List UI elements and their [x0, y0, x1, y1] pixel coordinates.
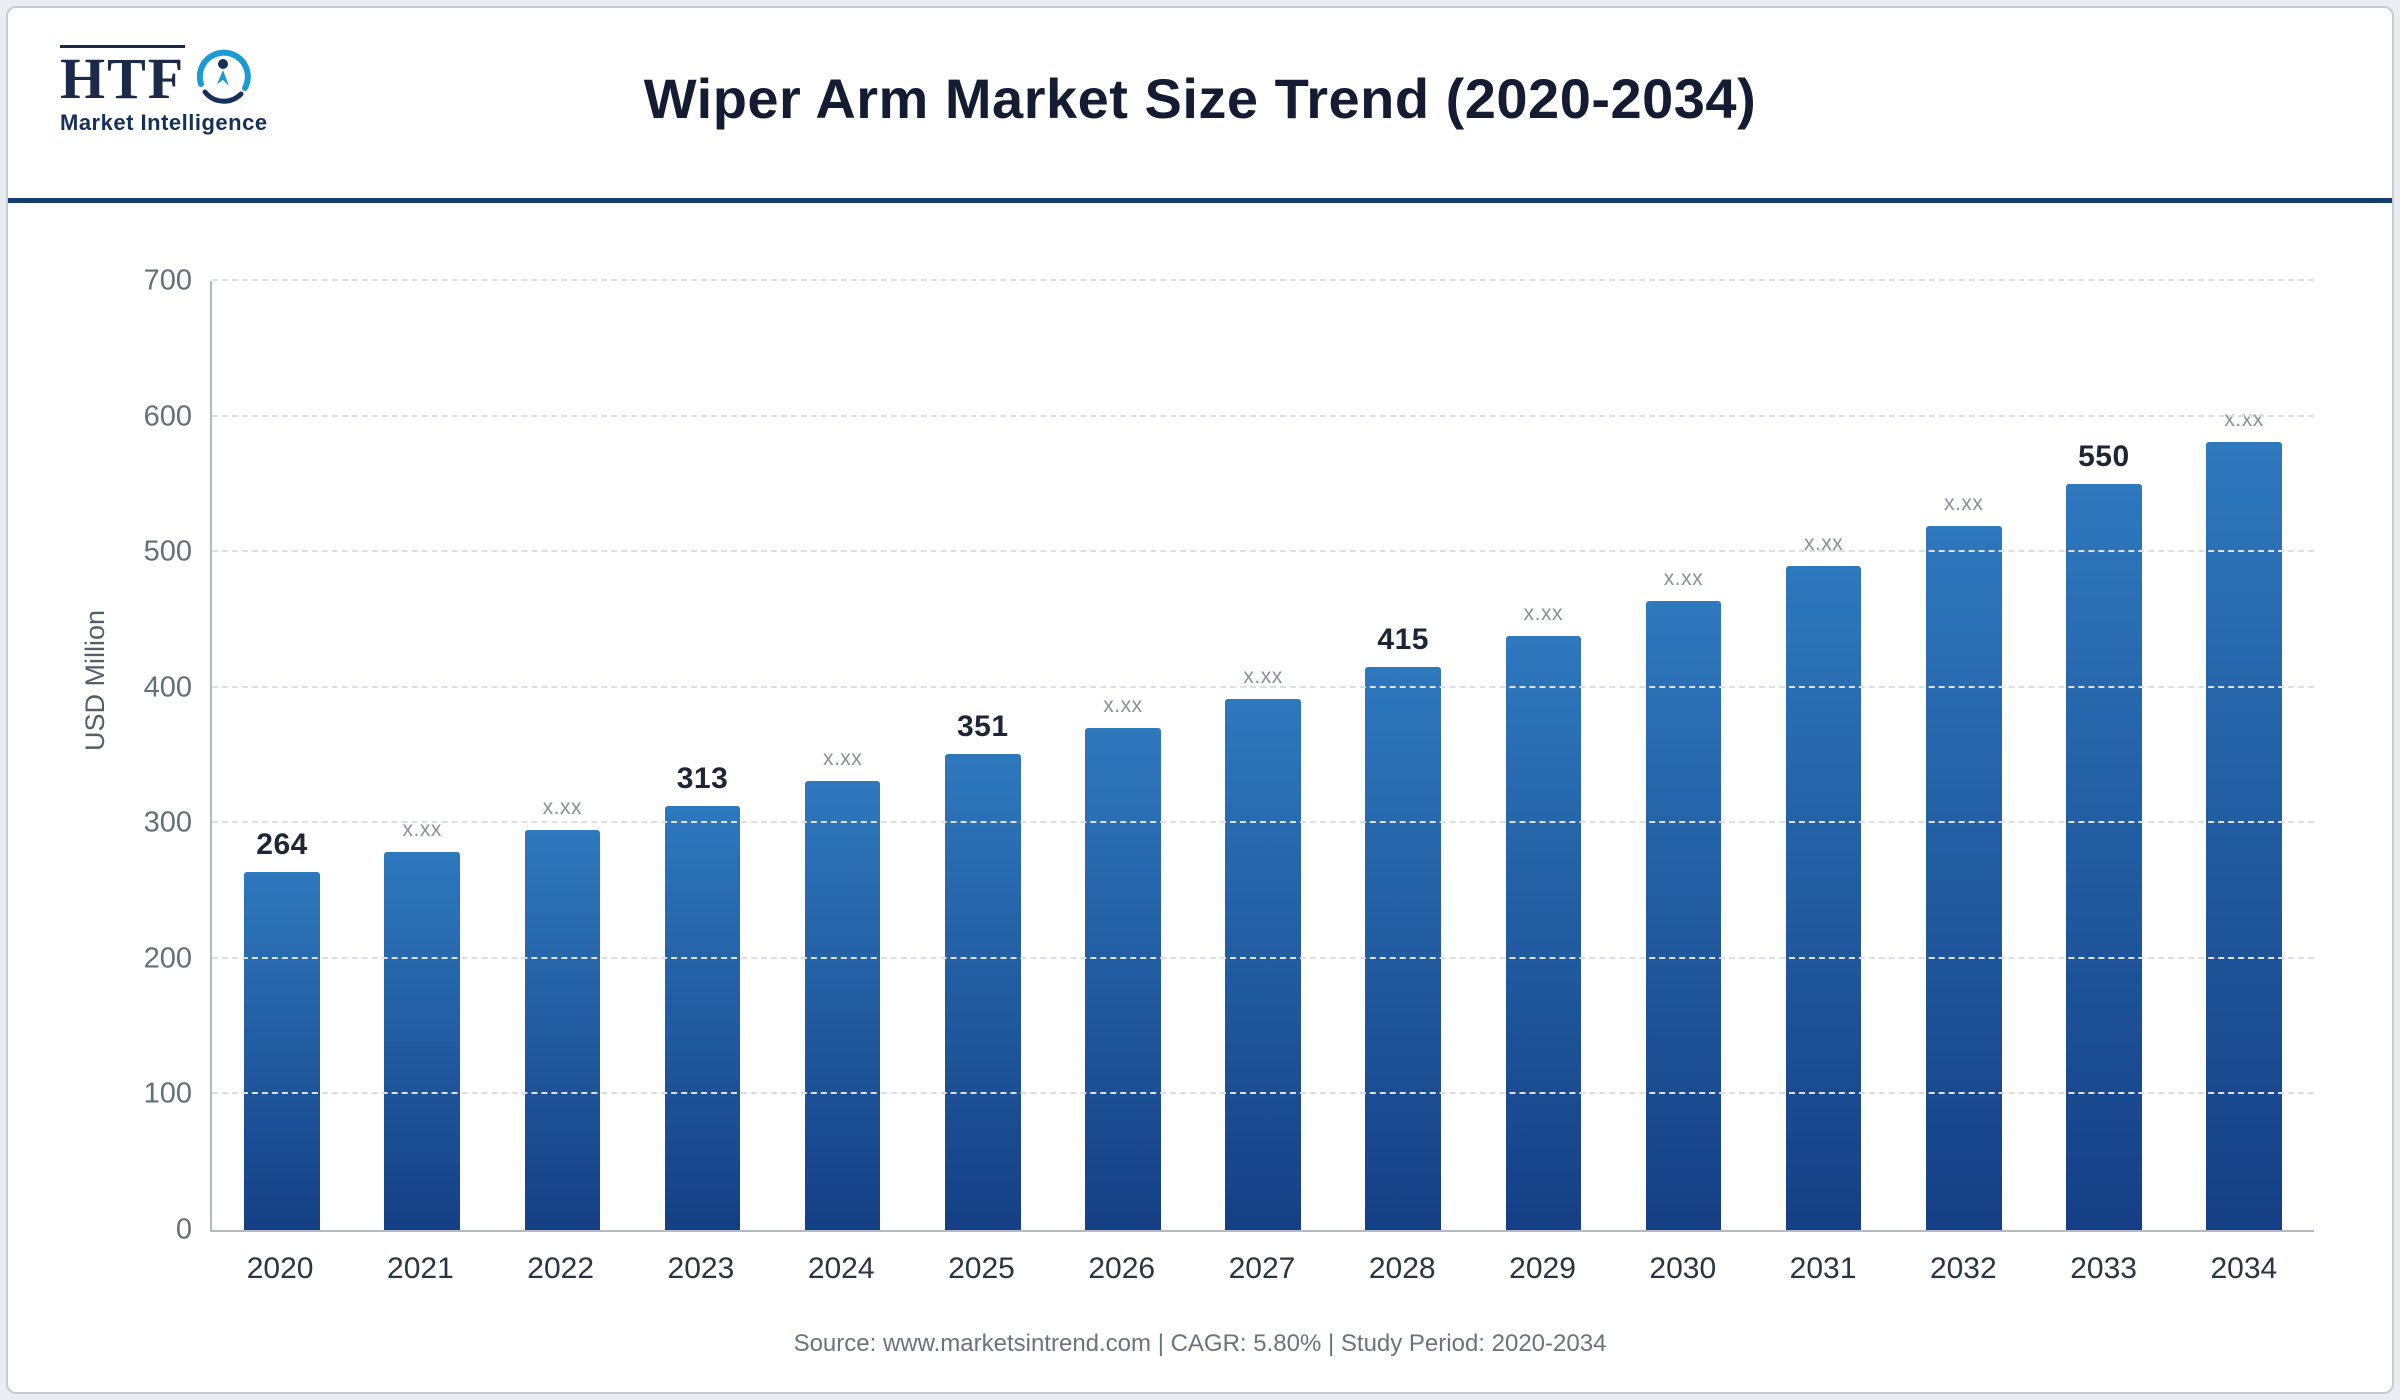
y-tick-500: 500 — [143, 535, 192, 568]
x-tick-2024: 2024 — [807, 1252, 875, 1285]
x-tick-2028: 2028 — [1368, 1252, 1436, 1285]
bar-slot-2023: 313 — [632, 281, 772, 1230]
bar-slot-2021: x.xx — [352, 281, 492, 1230]
report-card: HTF Market Intelligence Wiper Arm Market… — [6, 6, 2394, 1394]
bar-value-label-2021: x.xx — [402, 817, 442, 841]
bar-slot-2025: 351 — [913, 281, 1053, 1230]
logo-swoosh-icon — [197, 49, 252, 104]
bar-2033 — [2066, 484, 2142, 1230]
bar-2022 — [524, 830, 601, 1230]
bar-chart: USD Million 264 x.xx x.xx 313 x.xx 351 x.xx x.x… — [8, 203, 2392, 1300]
bar-value-label-2031: x.xx — [1803, 531, 1844, 555]
y-tick-700: 700 — [143, 264, 192, 297]
y-tick-600: 600 — [143, 400, 192, 433]
bar-slot-2033: 550 — [2034, 281, 2174, 1230]
bar-value-label-2020: 264 — [256, 828, 308, 862]
bar-value-label-2029: x.xx — [1523, 602, 1563, 626]
bar-slot-2034: x.xx — [2174, 281, 2314, 1230]
x-tick-2021: 2021 — [387, 1252, 454, 1285]
bar-slot-2029: x.xx — [1473, 281, 1613, 1230]
y-tick-400: 400 — [143, 671, 192, 704]
bar-value-label-2033: 550 — [2078, 440, 2130, 474]
bar-2031 — [1785, 565, 1862, 1230]
bar-value-label-2025: 351 — [956, 710, 1009, 744]
bar-value-label-2027: x.xx — [1243, 664, 1283, 688]
gridline-500 — [212, 550, 2314, 553]
bar-2030 — [1645, 600, 1722, 1230]
x-tick-2023: 2023 — [667, 1252, 735, 1285]
gridline-200 — [212, 956, 2314, 959]
footer: Source: www.marketsintrend.com | CAGR: 5… — [8, 1300, 2392, 1392]
y-tick-300: 300 — [143, 806, 192, 839]
bar-2027 — [1225, 698, 1301, 1230]
bar-slot-2020: 264 — [212, 281, 352, 1230]
y-tick-200: 200 — [143, 942, 192, 975]
y-axis-title: USD Million — [79, 609, 110, 752]
x-tick-2026: 2026 — [1088, 1252, 1156, 1285]
bar-value-label-2024: x.xx — [822, 747, 863, 771]
source-note: Source: www.marketsintrend.com | CAGR: 5… — [793, 1330, 1607, 1357]
x-tick-2029: 2029 — [1509, 1252, 1576, 1285]
bar-value-label-2023: 313 — [676, 761, 729, 795]
bars-container: 264 x.xx x.xx 313 x.xx 351 x.xx x.xx 415 x.xx x.xx… — [212, 281, 2314, 1230]
bar-value-label-2028: 415 — [1377, 623, 1429, 657]
bar-2020 — [244, 872, 320, 1230]
bar-slot-2028: 415 — [1333, 281, 1473, 1230]
htf-logo: HTF Market Intelligence — [60, 44, 268, 136]
gridline-400 — [212, 685, 2314, 688]
bar-slot-2022: x.xx — [492, 281, 632, 1230]
bar-value-label-2034: x.xx — [2224, 408, 2264, 432]
bar-slot-2032: x.xx — [1894, 281, 2034, 1230]
bar-2023 — [664, 805, 741, 1230]
bar-slot-2027: x.xx — [1193, 281, 1333, 1230]
x-tick-2030: 2030 — [1649, 1252, 1717, 1285]
x-tick-2032: 2032 — [1929, 1252, 1997, 1285]
logo-subtitle: Market Intelligence — [60, 110, 268, 135]
x-tick-2025: 2025 — [948, 1252, 1015, 1285]
bar-slot-2030: x.xx — [1613, 281, 1753, 1230]
page-title: Wiper Arm Market Size Trend (2020-2034) — [643, 67, 1757, 130]
header-divider — [8, 198, 2392, 203]
bar-value-label-2032: x.xx — [1944, 492, 1984, 516]
bar-value-label-2030: x.xx — [1663, 566, 1704, 590]
bar-2024 — [804, 781, 881, 1230]
gridline-300 — [212, 821, 2314, 824]
bar-value-label-2026: x.xx — [1103, 694, 1143, 718]
bar-slot-2024: x.xx — [773, 281, 913, 1230]
bar-slot-2026: x.xx — [1053, 281, 1193, 1230]
bar-2034 — [2206, 442, 2282, 1230]
y-tick-100: 100 — [143, 1077, 192, 1110]
x-tick-2027: 2027 — [1228, 1252, 1296, 1285]
x-tick-2022: 2022 — [527, 1252, 595, 1285]
bar-2021 — [384, 851, 461, 1230]
bar-2029 — [1505, 636, 1582, 1230]
gridline-100 — [212, 1092, 2314, 1095]
bar-2028 — [1365, 667, 1442, 1230]
x-tick-2033: 2033 — [2070, 1252, 2137, 1285]
x-tick-2020: 2020 — [246, 1252, 314, 1285]
bar-value-label-2022: x.xx — [542, 796, 583, 820]
bar-2026 — [1085, 728, 1161, 1230]
header: HTF Market Intelligence Wiper Arm Market… — [8, 8, 2392, 198]
x-axis-labels: 2020 2021 2022 2023 2024 2025 2026 2027 2028 2029… — [210, 1232, 2314, 1300]
y-tick-0: 0 — [175, 1213, 192, 1246]
plot-area: 264 x.xx x.xx 313 x.xx 351 x.xx x.xx 415 x.xx x.xx… — [144, 265, 2314, 1246]
bar-2025 — [944, 754, 1021, 1230]
bar-slot-2031: x.xx — [1754, 281, 1894, 1230]
logo-acronym: HTF — [60, 44, 186, 111]
bar-2032 — [1925, 526, 2002, 1230]
x-tick-2031: 2031 — [1789, 1252, 1857, 1285]
gridline-700 — [212, 279, 2314, 281]
gridline-600 — [212, 414, 2314, 417]
x-tick-2034: 2034 — [2210, 1252, 2278, 1285]
